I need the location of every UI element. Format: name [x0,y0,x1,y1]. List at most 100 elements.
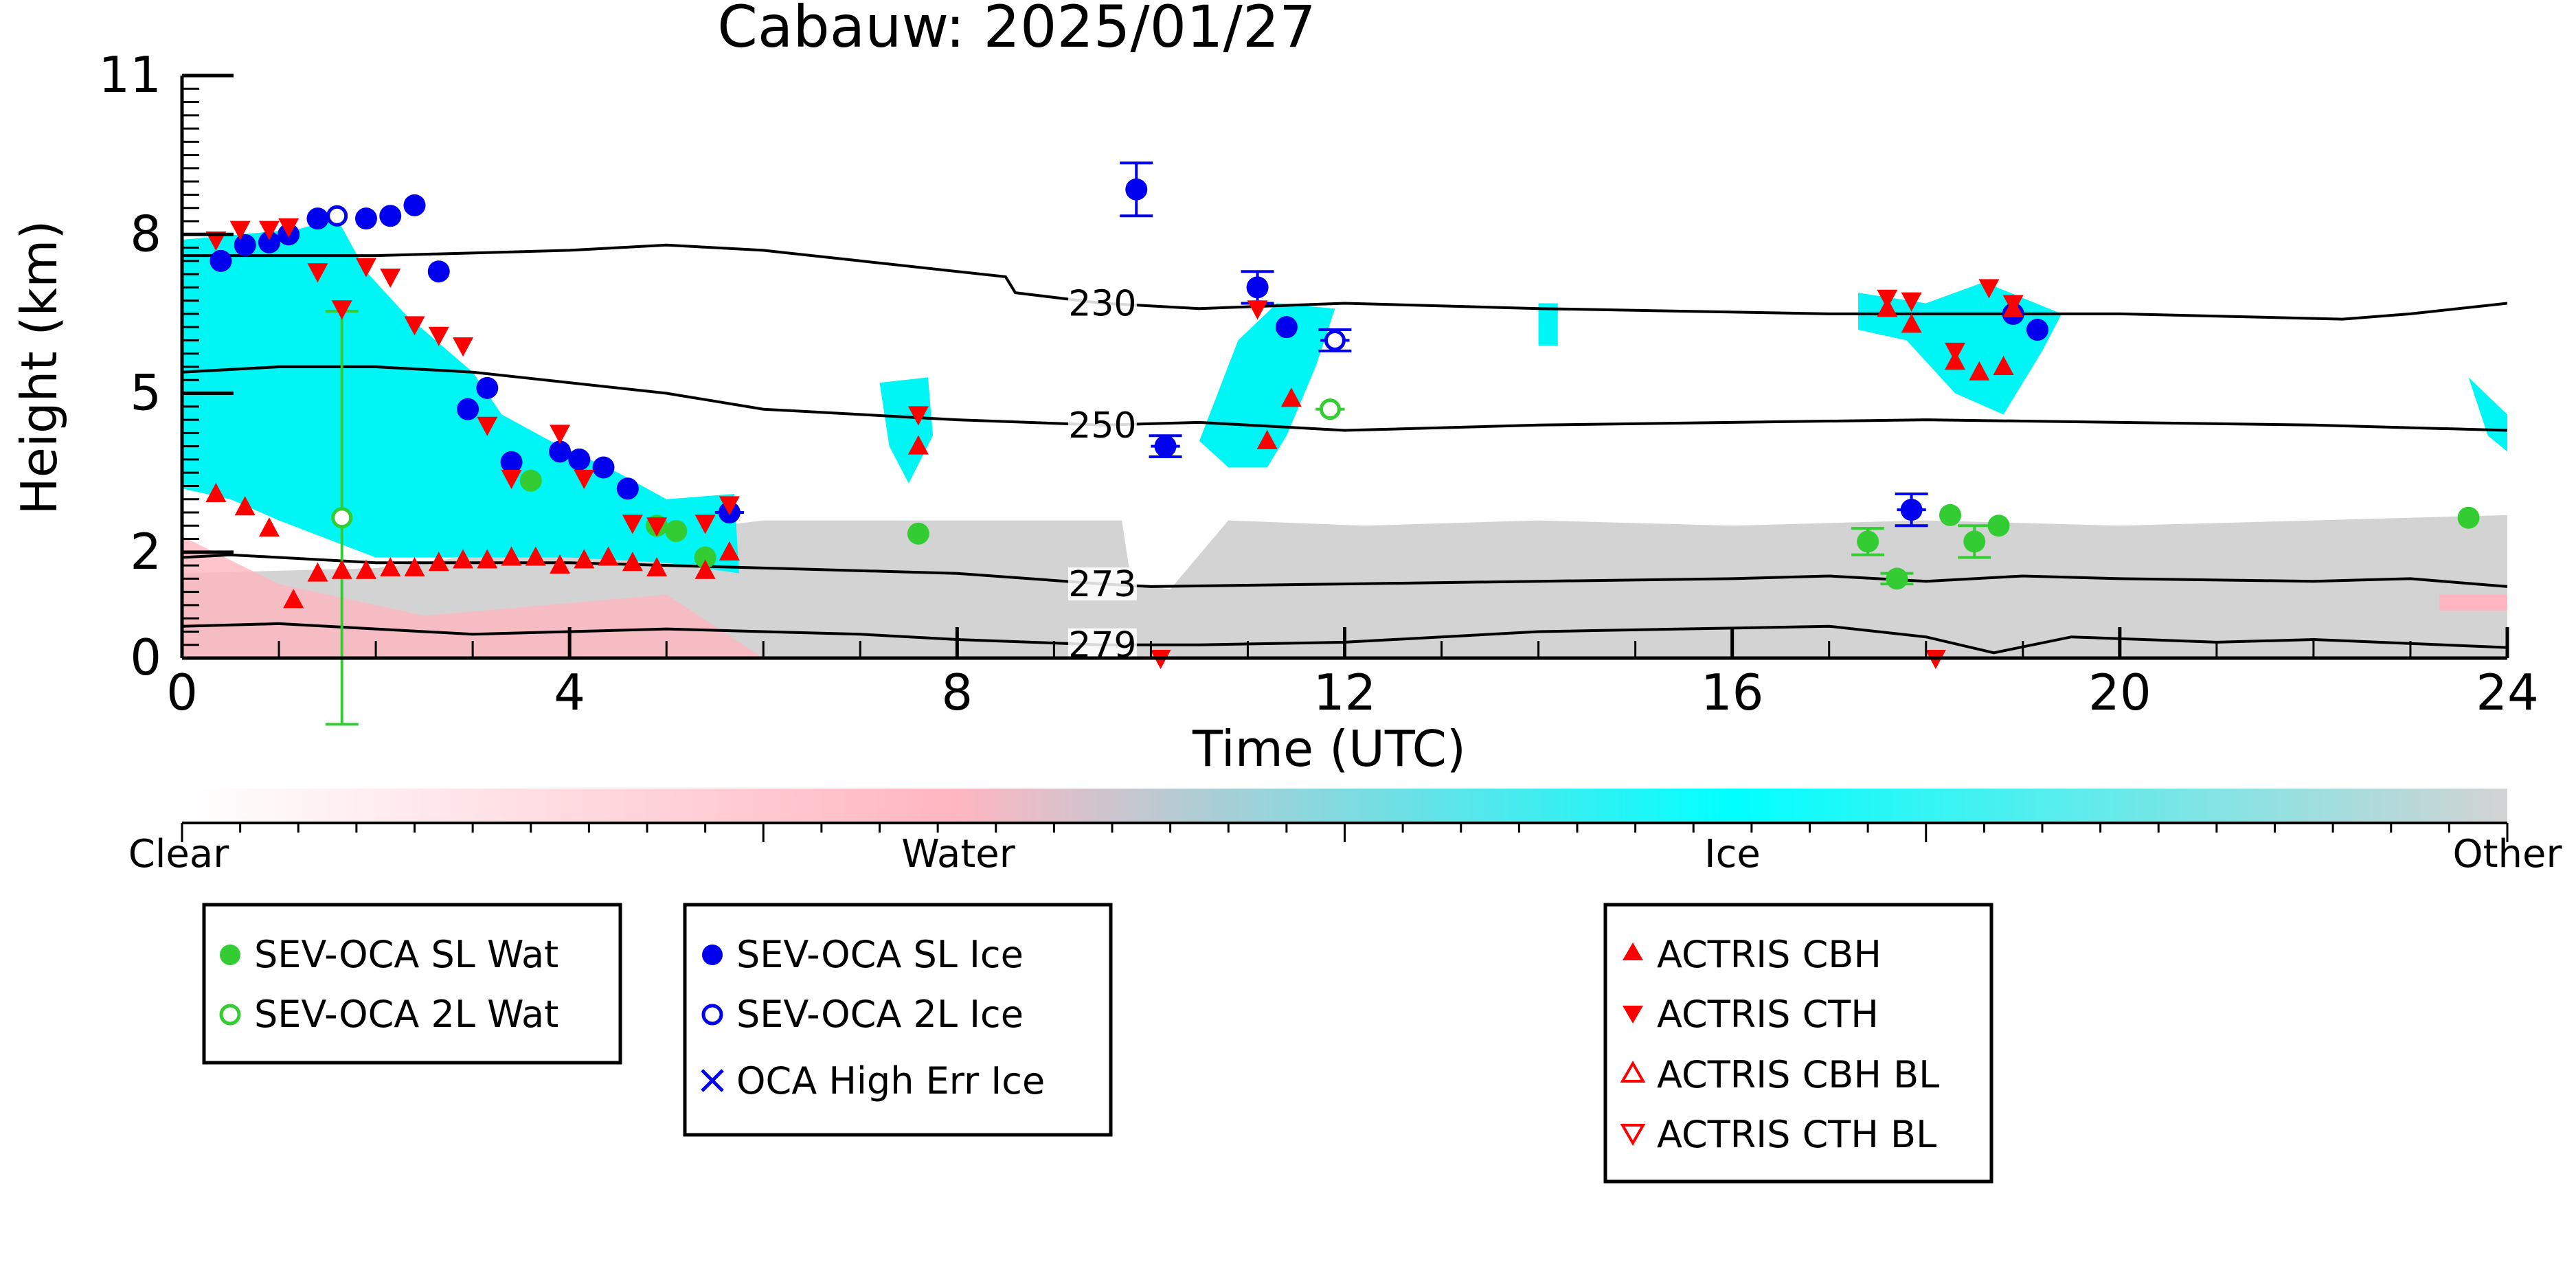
legend-label-high-err-ice: OCA High Err Ice [736,1059,1045,1103]
point-actris-cbh [646,556,668,576]
series-layer: 230 250 273 279 [205,161,2480,726]
point-actris-cbh [1901,313,1922,333]
legend-ice: SEV-OCA SL Ice SEV-OCA 2L Ice OCA High E… [683,903,1113,1137]
point-sev-oca-sl-ice [500,451,523,473]
isotherm-line [182,365,2507,432]
point-actris-cbh [404,556,425,576]
legend-marker-2l-ice [701,1004,723,1026]
point-sev-oca-2l-ice [326,205,348,227]
point-sev-oca-sl-ice [1900,499,1923,521]
isotherm-label: 273 [1068,564,1136,605]
point-sev-oca-sl-ice [379,205,402,227]
y-axis-label: Height (km) [10,221,68,515]
point-actris-cbh [355,559,376,579]
x-tick-label: 4 [554,664,585,721]
point-sev-oca-sl-ice [1246,276,1269,299]
point-sev-oca-sl-wat [1939,504,1962,526]
point-actris-cbh [622,552,643,572]
point-sev-oca-sl-wat [1963,530,1986,553]
isotherm-label-bg [1067,408,1137,442]
legend-marker-cth-bl [1620,1124,1646,1146]
point-actris-cth [1978,279,2000,299]
legend-marker-high-err-ice [701,1069,724,1092]
point-actris-cbh [258,517,280,537]
isotherm-label: 250 [1068,405,1136,447]
ice-field [2468,377,2507,452]
colorbar-label-ice: Ice [1704,832,1761,877]
chart-title: Cabauw: 2025/01/27 [717,0,1315,60]
point-actris-cbh [1969,361,1990,381]
colorbar-label-clear: Clear [128,832,229,877]
point-actris-cbh [501,546,522,566]
colorbar-gradient [182,789,2507,823]
point-actris-cth [453,337,474,357]
point-sev-oca-sl-ice [592,456,615,479]
point-sev-oca-sl-ice [2026,319,2048,341]
legend-box [1603,903,1993,1184]
legend-marker-sl-ice [702,945,723,965]
isotherm-label-bg [1067,567,1137,601]
point-actris-cbh [1993,356,2014,375]
cloud-mask-field [182,218,2507,658]
point-sev-oca-sl-ice [1125,178,1148,201]
point-sev-oca-sl-ice [234,234,256,256]
point-sev-oca-sl-ice [210,249,232,272]
point-actris-cth [428,326,449,346]
legend-marker-cbh-bl [1620,1060,1646,1083]
point-actris-cth [694,515,716,534]
point-actris-cbh [907,435,929,455]
point-sev-oca-sl-ice [354,207,377,230]
y-tick-label: 5 [130,364,161,422]
point-sev-oca-sl-ice [549,440,572,463]
point-actris-cth [307,263,328,283]
x-tick-label: 20 [2088,664,2151,721]
x-tick-label: 16 [1701,664,1764,721]
ice-field [1538,303,1558,346]
y-tick-label: 2 [130,523,161,580]
point-actris-cbh [380,556,401,576]
point-actris-cth [1877,289,1898,309]
legend-marker-cbh [1623,942,1643,960]
legend-label-2l-wat: SEV-OCA 2L Wat [254,993,558,1036]
colorbar: Clear Water Ice Other [128,789,2562,877]
point-actris-cth [477,416,498,436]
point-actris-cbh [694,559,716,579]
point-sev-oca-sl-ice [403,194,426,216]
legend-label-cth: ACTRIS CTH [1657,993,1879,1036]
other-field [182,515,2507,658]
colorbar-ticks [181,823,2509,842]
legend-label-cbh-bl: ACTRIS CBH BL [1657,1053,1939,1096]
point-actris-cbh [719,541,740,561]
point-actris-cth [1247,300,1268,320]
legend-box [202,903,622,1065]
point-actris-cbh [477,549,498,569]
point-actris-cbh [428,552,449,572]
point-actris-cbh [453,549,474,569]
point-actris-cth [380,268,401,288]
point-actris-cth [907,406,929,426]
point-sev-oca-2l-wat [331,507,353,529]
water-field [2439,594,2507,611]
x-tick-label: 8 [941,664,973,721]
point-sev-oca-sl-ice [476,376,499,399]
point-actris-cbh [550,554,571,574]
legend-water: SEV-OCA SL Wat SEV-OCA 2L Wat [202,903,622,1065]
isotherm-label-bg [1067,286,1137,320]
point-sev-oca-sl-wat [1987,515,2010,537]
point-sev-oca-sl-wat [519,469,542,492]
point-actris-cbh [283,589,304,609]
point-actris-cbh [598,546,619,566]
legend-label-2l-ice: SEV-OCA 2L Ice [736,993,1024,1036]
point-sev-oca-sl-ice [1275,316,1298,339]
point-actris-cth [622,515,643,534]
point-actris-cth [501,469,522,489]
isotherm-label: 230 [1068,283,1136,324]
point-sev-oca-sl-wat [694,546,716,569]
ice-field [1199,303,1335,468]
point-sev-oca-sl-ice [427,260,450,283]
point-actris-cth [719,496,740,516]
isotherm-label-bg [1067,628,1137,662]
point-actris-cth [278,218,300,238]
point-sev-oca-sl-ice [616,477,639,500]
